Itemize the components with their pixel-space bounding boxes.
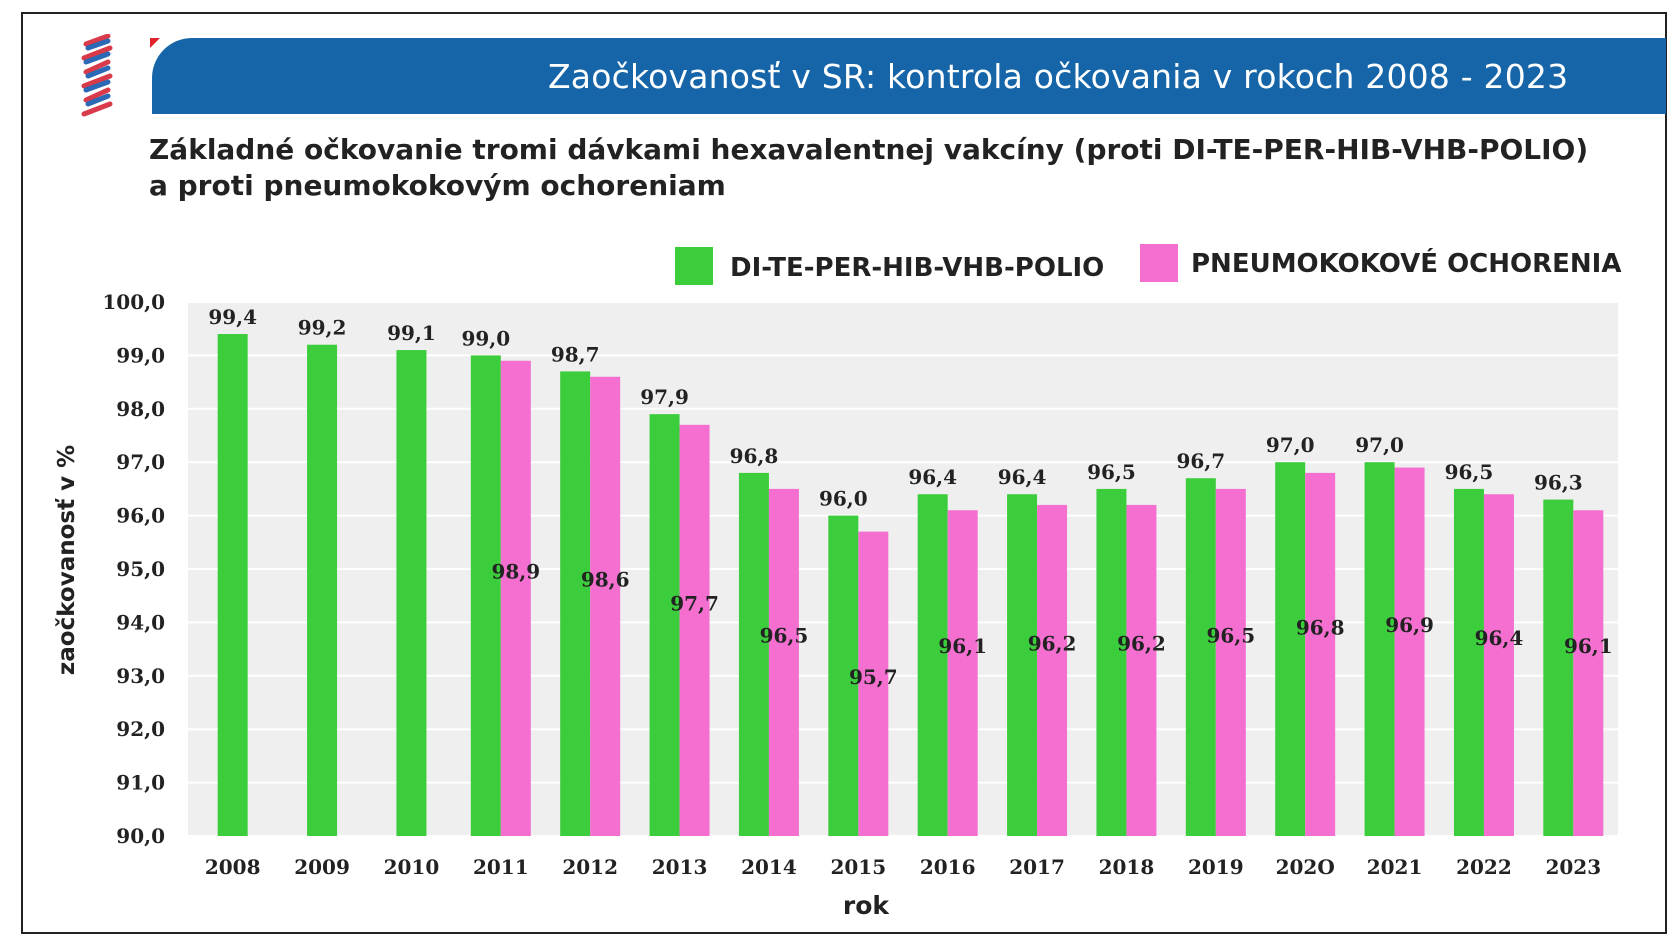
y-tick-label: 93,0	[116, 664, 165, 688]
data-label-pneumo: 97,7	[670, 591, 719, 615]
data-label-pneumo: 96,5	[760, 623, 809, 647]
data-label-pneumo: 96,2	[1117, 631, 1166, 655]
y-tick-label: 90,0	[116, 824, 165, 848]
x-tick-label: 2009	[294, 855, 350, 879]
bar-dtp	[217, 334, 248, 836]
bar-dtp	[1096, 488, 1127, 836]
bar-pneumo	[1305, 472, 1336, 836]
bar-dtp	[828, 515, 859, 836]
data-label-dtp: 97,0	[1266, 433, 1315, 457]
data-label-pneumo: 98,6	[581, 567, 630, 591]
bar-dtp	[649, 414, 680, 836]
bar-pneumo	[679, 424, 710, 836]
data-label-dtp: 96,3	[1534, 471, 1583, 495]
x-tick-label: 2023	[1545, 855, 1601, 879]
legend-label-dtp: DI-TE-PER-HIB-VHB-POLIO	[730, 253, 1104, 283]
x-tick-label: 2011	[473, 855, 529, 879]
bar-dtp	[1364, 462, 1395, 836]
x-tick-label: 2021	[1367, 855, 1423, 879]
data-label-pneumo: 96,9	[1385, 613, 1434, 637]
data-label-dtp: 96,7	[1176, 449, 1225, 473]
x-axis-title: rok	[843, 891, 891, 920]
chart-title: Základné očkovanie tromi dávkami hexaval…	[149, 132, 1588, 204]
bar-pneumo	[768, 488, 799, 836]
data-label-dtp: 96,8	[730, 444, 779, 468]
y-tick-label: 92,0	[116, 717, 165, 741]
y-tick-label: 91,0	[116, 771, 165, 795]
y-tick-label: 96,0	[116, 504, 165, 528]
bar-pneumo	[500, 360, 531, 836]
y-tick-label: 98,0	[116, 397, 165, 421]
bar-dtp	[560, 371, 591, 836]
chart-title-line-1: Základné očkovanie tromi dávkami hexaval…	[149, 133, 1589, 166]
data-label-pneumo: 96,8	[1296, 615, 1345, 639]
data-label-pneumo: 96,1	[1564, 634, 1613, 658]
bar-dtp	[1185, 478, 1216, 836]
bar-dtp	[1453, 488, 1484, 836]
legend-swatch-dtp	[675, 247, 713, 285]
bar-pneumo	[1215, 488, 1246, 836]
x-tick-label: 2014	[741, 855, 797, 879]
x-tick-label: 2013	[652, 855, 708, 879]
bar-pneumo	[590, 376, 621, 836]
banner-accent	[150, 38, 160, 48]
data-label-pneumo: 96,2	[1028, 631, 1077, 655]
x-tick-label: 2010	[384, 855, 440, 879]
x-tick-label: 2019	[1188, 855, 1244, 879]
bar-dtp	[307, 344, 338, 836]
data-label-dtp: 96,4	[998, 465, 1047, 489]
y-tick-label: 97,0	[116, 450, 165, 474]
banner-title: Zaočkovanosť v SR: kontrola očkovania v …	[548, 57, 1569, 96]
title-banner	[152, 38, 1666, 114]
y-tick-label: 100,0	[102, 290, 165, 314]
bar-pneumo	[947, 510, 978, 836]
data-label-dtp: 96,5	[1445, 460, 1494, 484]
x-tick-label: 2022	[1456, 855, 1512, 879]
data-label-dtp: 97,0	[1355, 433, 1404, 457]
bar-pneumo	[1483, 494, 1514, 836]
bar-dtp	[1007, 494, 1038, 836]
bar-pneumo	[858, 531, 889, 836]
chart-title-line-2: a proti pneumokokovým ochoreniam	[149, 169, 726, 202]
x-tick-label: 2016	[920, 855, 976, 879]
bar-pneumo	[1126, 504, 1157, 836]
data-label-dtp: 99,2	[298, 316, 347, 340]
bar-pneumo	[1573, 510, 1604, 836]
x-tick-label: 2012	[562, 855, 618, 879]
bar-pneumo	[1037, 504, 1068, 836]
legend-label-pneumo: PNEUMOKOKOVÉ OCHORENIA	[1191, 247, 1621, 279]
data-label-dtp: 99,4	[208, 305, 257, 329]
x-tick-label: 2008	[205, 855, 261, 879]
data-label-dtp: 99,1	[387, 321, 436, 345]
x-tick-label: 2017	[1009, 855, 1065, 879]
data-label-pneumo: 96,5	[1206, 623, 1255, 647]
data-label-dtp: 98,7	[551, 342, 600, 366]
data-label-dtp: 97,9	[640, 385, 689, 409]
x-tick-label: 2018	[1099, 855, 1155, 879]
data-label-dtp: 99,0	[461, 326, 510, 350]
legend-swatch-pneumo	[1140, 244, 1178, 282]
bar-dtp	[917, 494, 948, 836]
bar-dtp	[1275, 462, 1306, 836]
data-label-pneumo: 95,7	[849, 665, 898, 689]
bar-dtp	[1543, 499, 1574, 836]
data-label-pneumo: 96,4	[1475, 626, 1524, 650]
logo-icon	[81, 34, 113, 117]
bar-dtp	[470, 355, 501, 836]
data-label-dtp: 96,5	[1087, 460, 1136, 484]
x-tick-label: 2015	[830, 855, 886, 879]
y-axis-title: zaočkovanosť v %	[54, 445, 80, 675]
data-label-dtp: 96,0	[819, 487, 868, 511]
y-tick-label: 94,0	[116, 610, 165, 634]
y-tick-label: 95,0	[116, 557, 165, 581]
data-label-pneumo: 96,1	[938, 634, 987, 658]
bar-dtp	[396, 350, 427, 836]
x-tick-label: 202O	[1276, 855, 1335, 879]
y-tick-label: 99,0	[116, 343, 165, 367]
data-label-pneumo: 98,9	[491, 559, 540, 583]
bar-dtp	[738, 472, 769, 836]
bar-pneumo	[1394, 467, 1425, 836]
data-label-dtp: 96,4	[908, 465, 957, 489]
